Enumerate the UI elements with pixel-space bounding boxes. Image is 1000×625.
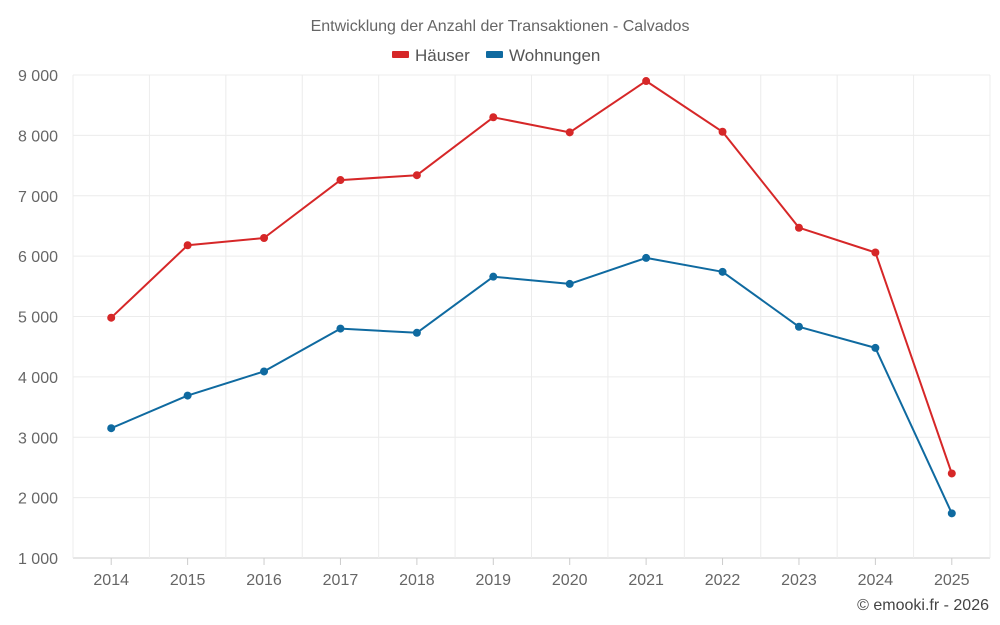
data-point-wohnungen[interactable] — [336, 324, 345, 333]
x-tick-label: 2020 — [552, 572, 588, 589]
data-point-wohnungen[interactable] — [412, 328, 421, 337]
data-point-hauser[interactable] — [642, 77, 651, 86]
data-point-hauser[interactable] — [794, 223, 803, 232]
y-tick-label: 6 000 — [18, 249, 58, 266]
legend-label-hauser: Häuser — [415, 46, 470, 65]
y-axis: 1 000 2 000 3 000 4 000 5 000 6 000 7 000 8 000… — [18, 68, 58, 568]
data-point-wohnungen[interactable] — [718, 267, 727, 276]
y-tick-label: 5 000 — [18, 310, 58, 327]
x-tick-label: 2019 — [475, 572, 511, 589]
y-tick-label: 8 000 — [18, 128, 58, 145]
y-tick-label: 4 000 — [18, 370, 58, 387]
data-point-hauser[interactable] — [947, 469, 956, 478]
data-point-wohnungen[interactable] — [947, 509, 956, 518]
legend-item-wohnungen[interactable]: Wohnungen — [486, 46, 600, 65]
data-point-wohnungen[interactable] — [871, 343, 880, 352]
x-tick-label: 2021 — [628, 572, 664, 589]
x-tick-label: 2018 — [399, 572, 435, 589]
series-layer — [107, 77, 956, 518]
y-tick-label: 1 000 — [18, 551, 58, 568]
data-point-hauser[interactable] — [489, 113, 498, 122]
x-tick-label: 2024 — [858, 572, 894, 589]
data-point-wohnungen[interactable] — [107, 424, 116, 433]
y-tick-label: 9 000 — [18, 68, 58, 85]
y-tick-label: 3 000 — [18, 430, 58, 447]
data-point-wohnungen[interactable] — [642, 253, 651, 262]
x-axis: 2014 2015 2016 2017 2018 2019 2020 2021 2022 2023… — [93, 558, 970, 589]
data-point-hauser[interactable] — [718, 127, 727, 136]
legend-label-wohnungen: Wohnungen — [509, 46, 600, 65]
x-tick-label: 2025 — [934, 572, 970, 589]
y-tick-label: 7 000 — [18, 189, 58, 206]
legend-swatch-wohnungen — [486, 51, 503, 58]
data-point-hauser[interactable] — [183, 241, 192, 250]
legend: Häuser Wohnungen — [392, 46, 600, 65]
data-point-wohnungen[interactable] — [183, 391, 192, 400]
legend-item-hauser[interactable]: Häuser — [392, 46, 470, 65]
data-point-hauser[interactable] — [260, 234, 269, 243]
data-point-wohnungen[interactable] — [565, 279, 574, 288]
data-point-wohnungen[interactable] — [260, 367, 269, 376]
x-tick-label: 2017 — [323, 572, 359, 589]
data-point-hauser[interactable] — [336, 176, 345, 185]
credit-text: © emooki.fr - 2026 — [857, 597, 989, 614]
x-tick-label: 2015 — [170, 572, 206, 589]
x-tick-label: 2022 — [705, 572, 741, 589]
x-tick-label: 2023 — [781, 572, 817, 589]
x-gridlines — [72, 75, 991, 558]
data-point-hauser[interactable] — [412, 171, 421, 180]
series-line-hauser — [110, 80, 953, 474]
data-point-hauser[interactable] — [107, 313, 116, 322]
legend-swatch-hauser — [392, 51, 409, 58]
data-point-hauser[interactable] — [871, 248, 880, 257]
chart-title: Entwicklung der Anzahl der Transaktionen… — [311, 18, 690, 35]
x-tick-label: 2016 — [246, 572, 282, 589]
data-point-wohnungen[interactable] — [489, 272, 498, 281]
data-point-wohnungen[interactable] — [794, 322, 803, 331]
data-point-hauser[interactable] — [565, 128, 574, 137]
x-tick-label: 2014 — [93, 572, 129, 589]
series-line-wohnungen — [110, 256, 953, 514]
y-tick-label: 2 000 — [18, 491, 58, 508]
